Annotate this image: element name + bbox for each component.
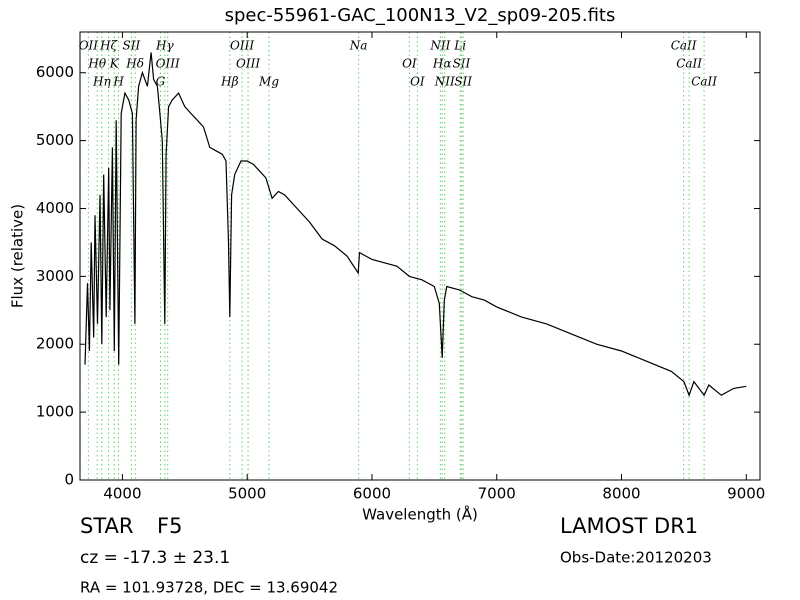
spectral-line-label: CaII bbox=[691, 75, 717, 89]
spectral-line-label: OI bbox=[402, 57, 417, 71]
spectral-line-label: SII bbox=[123, 39, 141, 53]
spectral-line-label: OI bbox=[410, 75, 425, 89]
spectral-line-label: OIII bbox=[236, 57, 260, 71]
spectral-line-label: Hα bbox=[432, 57, 452, 71]
spectral-line-label: G bbox=[156, 75, 166, 89]
redshift: cz = -17.3 ± 23.1 bbox=[80, 548, 230, 568]
x-tick-label: 4000 bbox=[103, 485, 141, 503]
object-class: STAR bbox=[80, 514, 133, 538]
x-tick-label: 6000 bbox=[353, 485, 391, 503]
x-tick-label: 7000 bbox=[478, 485, 516, 503]
spectral-line-label: SII bbox=[454, 75, 472, 89]
spectral-line-label: NII bbox=[429, 39, 450, 53]
spectral-line-label: Mg bbox=[258, 75, 279, 89]
spectral-line-label: CaII bbox=[676, 57, 702, 71]
spectral-line-label: SII bbox=[453, 57, 471, 71]
spectral-line-label: Hη bbox=[92, 75, 111, 89]
spectral-line-label: OIII bbox=[230, 39, 254, 53]
y-tick-label: 5000 bbox=[36, 131, 74, 149]
x-axis-label: Wavelength (Å) bbox=[362, 505, 478, 524]
spectral-line-label: Hδ bbox=[125, 57, 144, 71]
chart-title: spec-55961-GAC_100N13_V2_sp09-205.fits bbox=[225, 5, 616, 26]
x-tick-label: 8000 bbox=[602, 485, 640, 503]
spectral-line-label: Hγ bbox=[155, 39, 174, 53]
obs-date: Obs-Date:20120203 bbox=[560, 549, 712, 567]
spectral-line-label: OIII bbox=[156, 57, 180, 71]
survey: LAMOST DR1 bbox=[560, 514, 698, 538]
spectral-line-label: Na bbox=[349, 39, 368, 53]
spectral-line-label: Hθ bbox=[87, 57, 106, 71]
y-axis-label: Flux (relative) bbox=[9, 204, 27, 308]
spectral-line-label: Li bbox=[453, 39, 466, 53]
spectral-line-label: OII bbox=[79, 39, 99, 53]
y-tick-label: 1000 bbox=[36, 403, 74, 421]
spectral-line-label: Hβ bbox=[220, 75, 238, 89]
subclass: F5 bbox=[157, 514, 182, 538]
spectrum-line bbox=[84, 52, 747, 397]
spectral-line-label: K bbox=[109, 57, 120, 71]
spectral-line-label: Hζ bbox=[99, 39, 118, 53]
x-tick-label: 9000 bbox=[727, 485, 765, 503]
y-tick-label: 3000 bbox=[36, 267, 74, 285]
y-tick-label: 0 bbox=[64, 471, 74, 489]
spectral-line-label: NII bbox=[434, 75, 455, 89]
y-tick-label: 4000 bbox=[36, 199, 74, 217]
x-tick-label: 5000 bbox=[228, 485, 266, 503]
y-tick-label: 2000 bbox=[36, 335, 74, 353]
coordinates: RA = 101.93728, DEC = 13.69042 bbox=[80, 579, 338, 597]
y-tick-label: 6000 bbox=[36, 63, 74, 81]
spectral-line-label: H bbox=[112, 75, 124, 89]
plot-frame bbox=[79, 31, 761, 481]
spectral-line-label: CaII bbox=[671, 39, 697, 53]
